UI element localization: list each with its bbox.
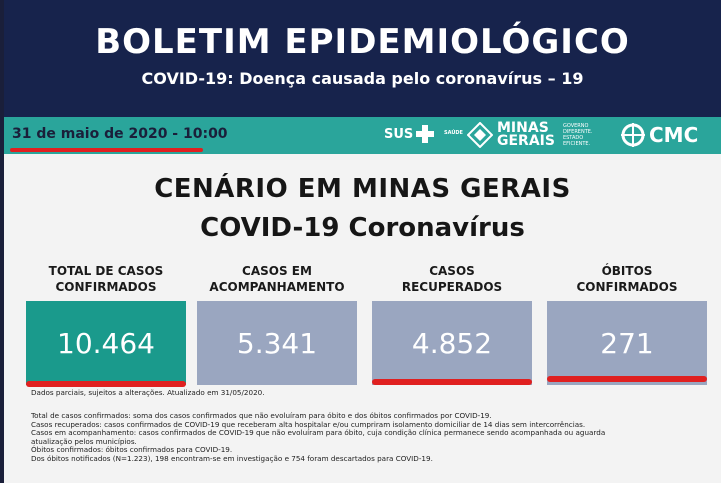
- card-label-line2: CONFIRMADOS: [576, 280, 678, 294]
- plus-icon: [416, 125, 435, 143]
- card-label-deaths: ÓBITOS CONFIRMADOS: [547, 263, 707, 295]
- saude-label: SAÚDE: [444, 130, 463, 136]
- highlight-underline: [372, 379, 532, 385]
- scenario-title: CENÁRIO EM MINAS GERAIS: [154, 174, 571, 204]
- page-subtitle: COVID-19: Doença causada pelo coronavíru…: [141, 69, 584, 88]
- card-label-line1: TOTAL DE CASOS: [48, 264, 164, 278]
- deaths-notified-note: Dos óbitos notificados (N=1.223), 198 en…: [31, 453, 433, 463]
- partial-data-note: Dados parciais, sujeitos a alterações. A…: [31, 388, 265, 397]
- highlight-underline: [26, 381, 186, 387]
- minas-gerais-wordmark: MINAS GERAIS: [497, 120, 555, 149]
- card-label-monitoring: CASOS EM ACOMPANHAMENTO: [197, 263, 357, 295]
- header: BOLETIM EPIDEMIOLÓGICO COVID-19: Doença …: [4, 0, 721, 117]
- sus-logo: SUS: [384, 125, 435, 143]
- date-highlight-underline: [10, 148, 203, 152]
- highlight-underline: [547, 376, 707, 382]
- mg-tag1: GOVERNO: [562, 123, 589, 129]
- definitions-block: Total de casos confirmados: soma dos cas…: [31, 411, 711, 464]
- cmc-logo: CMC: [620, 122, 698, 148]
- monitoring-card: 5.341: [197, 301, 357, 385]
- definition-deaths: Óbitos confirmados: óbitos confirmados p…: [31, 445, 233, 455]
- card-label-line2: RECUPERADOS: [401, 280, 503, 294]
- mg-line1: MINAS: [497, 120, 549, 136]
- mg-tag2: DIFERENTE.: [562, 129, 593, 135]
- minas-gerais-logo: MINAS GERAIS GOVERNO DIFERENTE. ESTADO E…: [467, 120, 593, 149]
- total-confirmed-card: 10.464: [26, 301, 186, 385]
- minas-gerais-tagline: GOVERNO DIFERENTE. ESTADO EFICIENTE.: [563, 123, 593, 147]
- mg-line2: GERAIS: [497, 133, 555, 149]
- report-date: 31 de maio de 2020 - 10:00: [12, 126, 228, 142]
- minas-gerais-mark-icon: [467, 122, 493, 148]
- deaths-card: 271: [547, 301, 707, 385]
- card-label-line1: CASOS: [429, 264, 475, 278]
- mg-tag4: EFICIENTE.: [562, 141, 591, 147]
- card-label-recovered: CASOS RECUPERADOS: [372, 263, 532, 295]
- scenario-subtitle: COVID-19 Coronavírus: [200, 213, 525, 243]
- card-label-total-confirmed: TOTAL DE CASOS CONFIRMADOS: [26, 263, 186, 295]
- recovered-card: 4.852: [372, 301, 532, 385]
- cmc-logo-text: CMC: [649, 123, 699, 147]
- mg-tag3: ESTADO: [562, 135, 584, 141]
- sus-logo-text: SUS: [384, 126, 414, 142]
- card-label-line1: ÓBITOS: [601, 264, 653, 278]
- definition-monitoring: Casos em acompanhamento: casos confirmad…: [31, 428, 606, 438]
- date-band: 31 de maio de 2020 - 10:00 SUS SAÚDE MIN…: [4, 117, 721, 154]
- card-label-line2: CONFIRMADOS: [55, 280, 157, 294]
- definition-recovered: Casos recuperados: casos confirmados de …: [31, 419, 586, 429]
- card-label-line1: CASOS EM: [242, 264, 312, 278]
- cmc-mark-icon: [621, 123, 645, 147]
- card-label-line2: ACOMPANHAMENTO: [209, 280, 345, 294]
- page-title: BOLETIM EPIDEMIOLÓGICO: [95, 22, 630, 62]
- main-content: CENÁRIO EM MINAS GERAIS COVID-19 Coronav…: [4, 154, 721, 483]
- definition-total-confirmed: Total de casos confirmados: soma dos cas…: [31, 411, 492, 420]
- definition-monitoring-cont: atualização pelos municípios.: [31, 436, 137, 446]
